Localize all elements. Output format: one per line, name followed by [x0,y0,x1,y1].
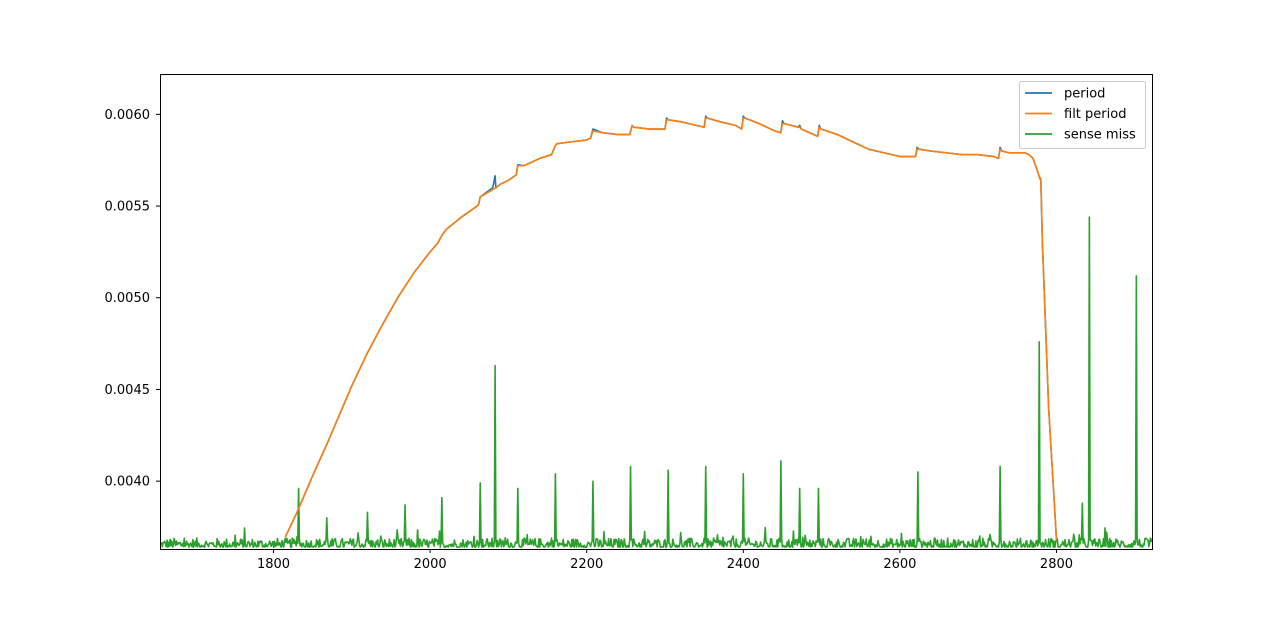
y-tick-label: 0.0055 [105,200,151,215]
x-tick-label: 2200 [570,557,603,572]
y-tick-label: 0.0040 [105,475,151,490]
legend: period filt period sense miss [1019,81,1146,149]
legend-label: period [1064,87,1105,102]
series-line-sense-miss [160,216,1152,548]
x-tick-label: 2400 [727,557,760,572]
x-axis: 1800 2000 2200 2400 2600 2800 [257,549,1073,572]
plot-area-frame [160,74,1153,550]
series-layer [160,115,1152,548]
x-tick-label: 2600 [883,557,916,572]
legend-box [1019,81,1146,149]
y-axis: 0.0040 0.0045 0.0050 0.0055 0.0060 [105,108,160,490]
x-tick-label: 1800 [257,557,290,572]
x-tick-label: 2800 [1040,557,1073,572]
series-line-filt-period [284,117,1058,540]
legend-label: filt period [1064,107,1126,122]
x-tick-label: 2000 [414,557,447,572]
y-tick-label: 0.0045 [105,383,151,398]
legend-label: sense miss [1064,128,1136,143]
y-tick-label: 0.0060 [105,108,151,123]
y-tick-label: 0.0050 [105,291,151,306]
